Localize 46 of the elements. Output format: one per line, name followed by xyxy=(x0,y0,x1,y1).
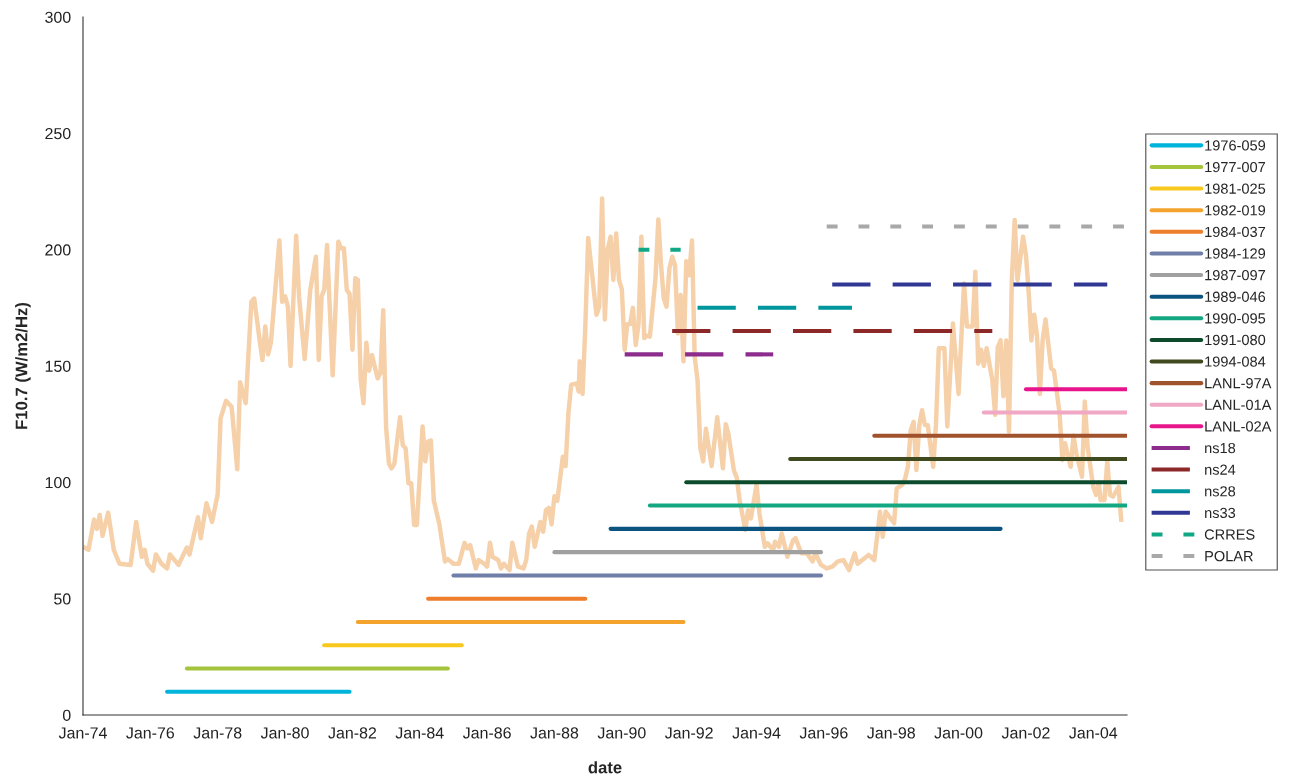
legend-label: 1981-025 xyxy=(1205,183,1266,194)
legend-label: 1977-007 xyxy=(1205,161,1266,173)
y-tick-label: 150 xyxy=(45,360,71,372)
legend-label: ns28 xyxy=(1205,486,1236,497)
x-tick-label: Jan-96 xyxy=(799,727,848,739)
y-tick-label: 0 xyxy=(62,709,71,721)
legend-label: ns24 xyxy=(1205,464,1236,475)
x-tick-label: Jan-90 xyxy=(597,727,646,739)
x-tick-label: Jan-74 xyxy=(58,727,107,739)
legend-label: 1994-084 xyxy=(1205,356,1266,367)
y-tick-label: 50 xyxy=(54,593,71,605)
x-tick-label: Jan-02 xyxy=(1001,727,1050,739)
legend-label: ns18 xyxy=(1205,442,1236,454)
y-tick-label: 300 xyxy=(45,11,71,23)
x-tick-label: Jan-98 xyxy=(867,727,915,739)
x-tick-label: Jan-86 xyxy=(462,727,511,739)
y-tick-label: 200 xyxy=(45,244,71,256)
legend-label: ns33 xyxy=(1205,507,1236,519)
y-axis-title: F10.7 (W/m2/Hz) xyxy=(15,302,31,429)
x-tick-label: Jan-94 xyxy=(732,727,781,739)
legend-label: 1982-019 xyxy=(1205,205,1266,216)
x-tick-label: Jan-04 xyxy=(1069,727,1118,739)
x-tick-label: Jan-88 xyxy=(530,727,579,739)
legend-label: 1987-097 xyxy=(1205,269,1266,281)
line-series xyxy=(83,196,1124,573)
legend-label: LANL-01A xyxy=(1205,399,1272,410)
x-tick-label: Jan-80 xyxy=(260,727,309,739)
y-tick-label: 250 xyxy=(45,127,71,140)
y-tick-label: 100 xyxy=(45,476,71,489)
x-tick-label: Jan-84 xyxy=(395,727,444,739)
legend-label: 1976-059 xyxy=(1205,140,1266,151)
legend-label: 1984-129 xyxy=(1205,248,1266,259)
legend-label: LANL-97A xyxy=(1205,378,1272,389)
x-tick-label: Jan-82 xyxy=(328,727,377,739)
x-tick-label: Jan-78 xyxy=(193,727,242,739)
x-axis-title: date xyxy=(588,761,622,774)
legend-label: LANL-02A xyxy=(1205,421,1272,432)
legend-label: CRRES xyxy=(1204,529,1255,540)
legend-label: 1984-037 xyxy=(1205,226,1266,238)
legend-label: 1991-080 xyxy=(1205,334,1266,346)
legend-label: POLAR xyxy=(1205,550,1253,562)
x-tick-label: Jan-76 xyxy=(126,727,175,739)
legend-label: 1989-046 xyxy=(1205,291,1266,302)
legend-label: 1990-095 xyxy=(1205,313,1266,324)
x-tick-label: Jan-92 xyxy=(664,727,713,739)
x-tick-label: Jan-00 xyxy=(934,727,983,739)
